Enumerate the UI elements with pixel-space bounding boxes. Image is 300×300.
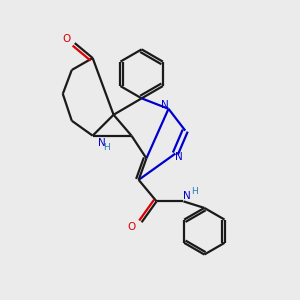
Text: N: N xyxy=(161,100,169,110)
Text: O: O xyxy=(128,222,136,232)
Text: N: N xyxy=(176,152,183,162)
Text: H: H xyxy=(191,187,198,196)
Text: H: H xyxy=(103,143,110,152)
Text: O: O xyxy=(63,34,71,44)
Text: N: N xyxy=(183,191,190,201)
Text: N: N xyxy=(98,137,106,148)
